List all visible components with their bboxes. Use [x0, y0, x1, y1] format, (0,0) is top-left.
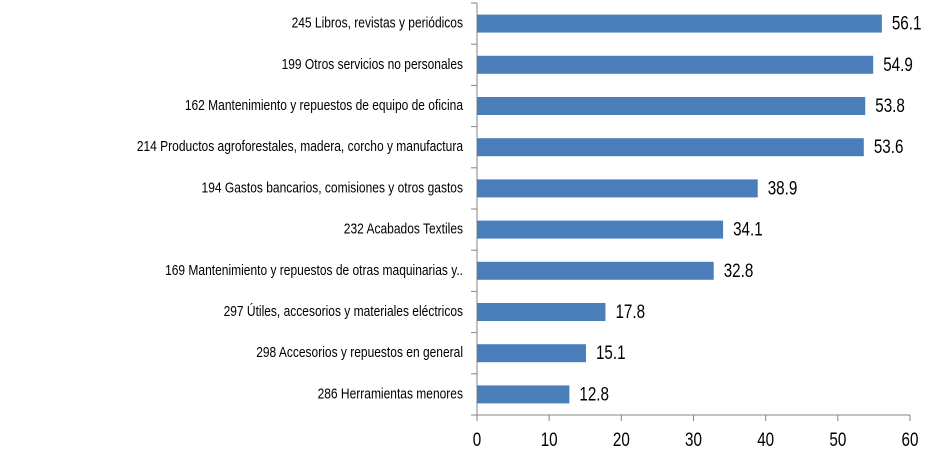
category-label: 232 Acabados Textiles	[344, 221, 463, 238]
bar	[477, 14, 882, 33]
category-label: 297 Útiles, accesorios y materiales eléc…	[224, 303, 463, 320]
x-tick-label: 60	[902, 430, 919, 451]
value-label: 54.9	[883, 55, 913, 76]
category-label: 162 Mantenimiento y repuestos de equipo …	[185, 97, 464, 114]
category-label: 194 Gastos bancarios, comisiones y otros…	[202, 179, 463, 196]
bar	[477, 344, 586, 363]
category-label: 245 Libros, revistas y periódicos	[292, 15, 463, 32]
category-label: 169 Mantenimiento y repuestos de otras m…	[165, 262, 463, 279]
x-tick-label: 30	[685, 430, 702, 451]
x-tick-label: 20	[613, 430, 630, 451]
value-label: 17.8	[615, 302, 645, 323]
bar	[477, 385, 570, 404]
x-tick-label: 50	[829, 430, 846, 451]
value-label: 12.8	[579, 384, 609, 405]
value-label: 34.1	[733, 220, 763, 241]
bar	[477, 55, 874, 74]
x-tick-label: 0	[473, 430, 481, 451]
x-tick-label: 10	[541, 430, 558, 451]
category-label: 286 Herramientas menores	[318, 385, 463, 402]
value-label: 56.1	[892, 14, 922, 35]
value-label: 53.6	[874, 137, 904, 158]
bar	[477, 261, 714, 280]
bar	[477, 220, 724, 239]
value-label: 32.8	[724, 261, 754, 282]
value-label: 38.9	[768, 178, 798, 199]
category-label: 298 Accesorios y repuestos en general	[256, 344, 463, 361]
bar	[477, 138, 864, 157]
category-label: 199 Otros servicios no personales	[282, 56, 463, 73]
bar	[477, 179, 758, 198]
category-label: 214 Productos agroforestales, madera, co…	[137, 138, 464, 155]
x-tick-label: 40	[757, 430, 774, 451]
bar	[477, 97, 866, 115]
bar	[477, 303, 606, 321]
value-label: 53.8	[875, 96, 905, 117]
value-label: 15.1	[596, 343, 626, 364]
